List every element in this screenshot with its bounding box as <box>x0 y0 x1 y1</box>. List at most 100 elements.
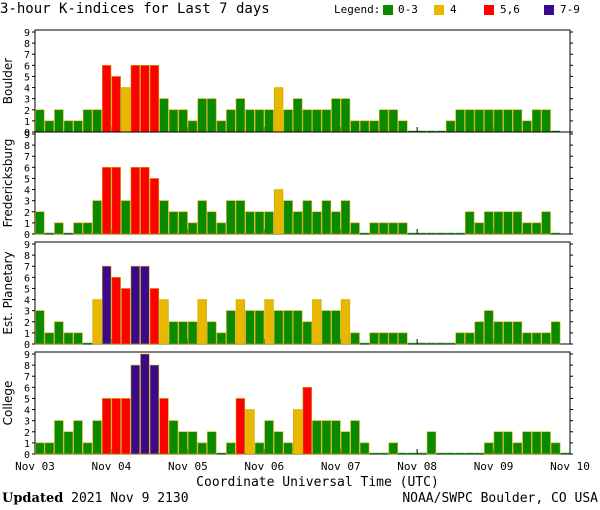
y-tick-label: 4 <box>24 406 30 417</box>
updated-label: Updated <box>2 491 64 506</box>
k-bar <box>302 387 312 455</box>
k-bar <box>283 310 293 345</box>
k-bar <box>283 109 293 133</box>
k-bar <box>54 109 64 133</box>
k-bar <box>484 442 494 455</box>
k-bar <box>159 398 169 455</box>
k-bar <box>226 200 236 235</box>
k-bar <box>369 120 379 133</box>
k-bar <box>350 420 360 455</box>
k-bar <box>321 420 332 455</box>
updated-stamp: Updated 2021 Nov 9 2130 <box>2 491 189 507</box>
k-bar <box>484 109 494 133</box>
k-bar <box>388 442 398 455</box>
panel-label: Boulder <box>1 58 15 105</box>
y-tick-label: 8 <box>24 141 30 152</box>
k-bar <box>541 211 551 235</box>
k-bar <box>121 200 131 235</box>
y-tick-label: 1 <box>24 439 30 450</box>
k-bar <box>111 398 121 455</box>
y-tick-label: 0 <box>24 230 30 241</box>
y-tick-label: 5 <box>24 284 30 295</box>
k-bar <box>226 310 236 345</box>
k-bar <box>264 420 274 455</box>
k-bar <box>302 200 312 235</box>
k-bar <box>178 211 188 235</box>
y-tick-label: 3 <box>24 95 30 106</box>
k-bar <box>503 321 513 345</box>
y-tick-label: 4 <box>24 84 30 95</box>
k-bar <box>550 321 561 345</box>
k-bar <box>197 299 207 345</box>
k-bar <box>446 342 455 344</box>
k-bar <box>417 130 427 132</box>
k-bar <box>63 431 74 455</box>
k-bar <box>503 431 513 455</box>
k-bar <box>427 232 436 234</box>
k-bar <box>187 321 198 345</box>
y-tick-label: 7 <box>24 50 30 61</box>
k-bar <box>340 299 351 345</box>
panel-label: Est. Planetary <box>1 251 15 334</box>
k-bar <box>359 442 370 455</box>
k-bar <box>264 211 274 235</box>
k-bar <box>197 98 207 133</box>
k-bar <box>417 342 427 344</box>
k-bar <box>197 200 207 235</box>
y-tick-label: 2 <box>24 208 30 219</box>
k-bar <box>331 211 341 235</box>
x-tick-label: Nov 05 <box>168 460 208 473</box>
k-bar <box>283 200 293 235</box>
k-bar <box>130 65 140 133</box>
k-bar <box>340 431 351 455</box>
k-bar <box>130 364 140 455</box>
k-bar <box>427 342 436 344</box>
k-bar <box>512 321 523 345</box>
k-bar <box>445 120 456 133</box>
legend-label: Legend: <box>334 3 381 16</box>
k-bar <box>512 109 523 133</box>
k-bar <box>178 321 188 345</box>
k-bar <box>73 332 83 345</box>
k-bar <box>407 130 417 132</box>
k-bar <box>388 332 398 345</box>
k-bar <box>340 200 351 235</box>
y-tick-label: 7 <box>24 372 30 383</box>
credit-text: NOAA/SWPC Boulder, CO USA <box>402 491 598 506</box>
k-bar <box>44 120 55 133</box>
legend-swatch-7-9 <box>544 5 554 15</box>
k-bar <box>474 222 484 235</box>
k-bar <box>465 452 475 454</box>
k-bar <box>312 109 322 133</box>
y-tick-label: 0 <box>24 340 30 351</box>
k-bar <box>73 420 83 455</box>
k-bar <box>83 342 92 344</box>
k-bar <box>436 232 446 234</box>
k-bar <box>484 211 494 235</box>
x-axis-label: Coordinate Universal Time (UTC) <box>196 475 439 490</box>
k-bar <box>331 98 341 133</box>
k-bar <box>522 222 532 235</box>
k-bar <box>140 65 150 133</box>
k-bar <box>111 76 121 133</box>
k-bar <box>254 310 265 345</box>
k-index-chart: 0123456789Boulder0123456789Fredericksbur… <box>1 28 590 490</box>
k-bar <box>159 299 169 345</box>
k-bar <box>63 332 74 345</box>
k-bar <box>82 109 93 133</box>
k-bar <box>207 98 217 133</box>
k-bar <box>359 120 370 133</box>
k-bar <box>149 65 160 133</box>
k-bar <box>216 222 226 235</box>
legend-item-5-6: 5,6 <box>500 3 520 16</box>
k-bar <box>130 265 140 345</box>
k-bar <box>168 109 179 133</box>
y-tick-label: 5 <box>24 72 30 83</box>
y-tick-label: 0 <box>24 128 30 139</box>
k-bar <box>398 332 408 345</box>
y-tick-label: 6 <box>24 383 30 394</box>
k-bar <box>187 222 198 235</box>
k-bar <box>493 109 504 133</box>
k-bar <box>531 222 542 235</box>
k-bar <box>178 109 188 133</box>
